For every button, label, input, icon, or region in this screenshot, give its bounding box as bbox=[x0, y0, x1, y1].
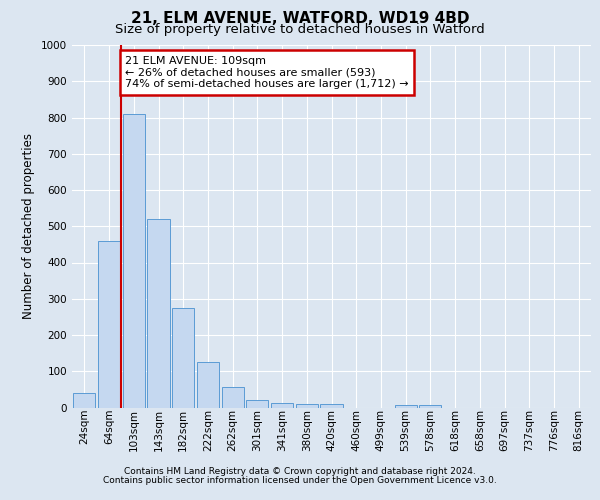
Bar bbox=[419, 404, 442, 407]
Bar bbox=[148, 219, 170, 408]
Bar bbox=[172, 308, 194, 408]
Bar bbox=[122, 114, 145, 408]
Text: Size of property relative to detached houses in Watford: Size of property relative to detached ho… bbox=[115, 22, 485, 36]
Text: 21, ELM AVENUE, WATFORD, WD19 4BD: 21, ELM AVENUE, WATFORD, WD19 4BD bbox=[131, 11, 469, 26]
Bar bbox=[246, 400, 268, 407]
Bar bbox=[296, 404, 318, 407]
Bar bbox=[73, 393, 95, 407]
Bar bbox=[197, 362, 219, 408]
Bar bbox=[271, 403, 293, 407]
Bar bbox=[98, 241, 120, 408]
Bar bbox=[320, 404, 343, 407]
Text: 21 ELM AVENUE: 109sqm
← 26% of detached houses are smaller (593)
74% of semi-det: 21 ELM AVENUE: 109sqm ← 26% of detached … bbox=[125, 56, 409, 89]
Text: Contains HM Land Registry data © Crown copyright and database right 2024.: Contains HM Land Registry data © Crown c… bbox=[124, 467, 476, 476]
Text: Contains public sector information licensed under the Open Government Licence v3: Contains public sector information licen… bbox=[103, 476, 497, 485]
Bar bbox=[395, 404, 417, 407]
Y-axis label: Number of detached properties: Number of detached properties bbox=[22, 133, 35, 320]
Bar bbox=[221, 387, 244, 407]
